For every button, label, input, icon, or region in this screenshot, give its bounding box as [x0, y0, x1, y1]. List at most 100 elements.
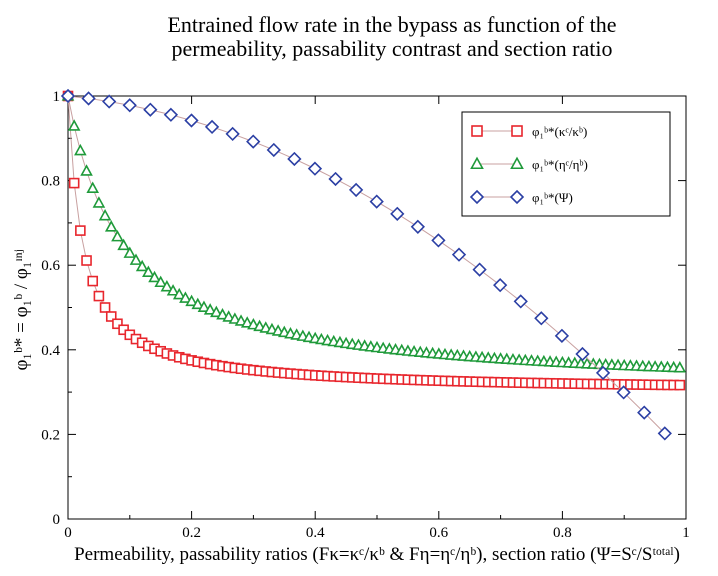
legend-label: φ₁ᵇ*(Ψ)	[532, 190, 573, 205]
data-point	[122, 98, 137, 113]
data-point	[637, 405, 652, 420]
data-point	[112, 318, 123, 330]
data-point	[673, 361, 687, 373]
legend-marker	[511, 125, 523, 137]
data-point	[102, 94, 117, 109]
data-point	[143, 102, 158, 117]
data-point	[111, 229, 124, 242]
data-point	[328, 171, 343, 187]
legend-label: φ₁ᵇ*(ηᶜ/ηᵇ)	[532, 157, 588, 172]
data-point	[98, 209, 112, 221]
series-1	[62, 90, 686, 391]
data-point	[86, 181, 100, 193]
data-point	[185, 294, 198, 307]
legend-marker	[470, 156, 484, 170]
data-point	[234, 314, 248, 326]
data-point	[87, 275, 99, 287]
x-tick-label: 1	[682, 525, 690, 541]
data-point	[179, 291, 192, 303]
data-point	[191, 297, 205, 310]
series-layer	[60, 88, 687, 441]
data-point	[135, 259, 149, 272]
data-point	[197, 300, 211, 312]
data-point	[228, 312, 242, 324]
data-point	[431, 233, 446, 248]
data-point	[163, 107, 179, 122]
data-point	[410, 219, 425, 234]
data-point	[129, 253, 143, 265]
x-tick-label: 0.4	[306, 525, 325, 541]
data-point	[80, 164, 93, 176]
data-point	[203, 303, 217, 315]
legend-marker	[510, 156, 524, 170]
data-point	[266, 142, 281, 158]
legend-marker	[471, 125, 483, 137]
data-point	[674, 379, 686, 391]
x-axis-label: Permeability, passability ratios (Fκ=κᶜ/…	[74, 544, 680, 565]
legend-entry: φ₁ᵇ*(κᶜ/κᵇ)	[471, 124, 587, 139]
data-point	[154, 275, 168, 288]
legend: φ₁ᵇ*(κᶜ/κᵇ) φ₁ᵇ*(ηᶜ/ηᵇ) φ₁ᵇ*(Ψ)	[461, 111, 671, 217]
data-point	[240, 316, 254, 328]
legend-entry: φ₁ᵇ*(Ψ)	[469, 189, 573, 205]
data-point	[369, 194, 384, 209]
data-point	[160, 280, 174, 292]
data-point	[92, 196, 106, 208]
data-point	[472, 262, 487, 277]
data-point	[99, 302, 111, 313]
data-point	[105, 311, 117, 322]
data-point	[575, 346, 590, 362]
data-point	[93, 290, 105, 302]
y-tick-label: 0	[53, 512, 61, 528]
y-axis-label: φ₁ᵇ* = φ₁ᵇ / φ₁ᶦⁿʲ	[11, 249, 32, 370]
x-tick-label: 0.2	[182, 525, 201, 541]
data-point	[166, 284, 180, 296]
data-point	[75, 225, 86, 236]
data-point	[123, 246, 137, 258]
legend-entries: φ₁ᵇ*(κᶜ/κᵇ) φ₁ᵇ*(ηᶜ/ηᵇ) φ₁ᵇ*(Ψ)	[469, 124, 588, 205]
data-point	[117, 238, 130, 251]
x-tick-label: 0	[64, 525, 72, 541]
data-point	[74, 143, 87, 156]
data-point	[247, 317, 260, 330]
legend-entry: φ₁ᵇ*(ηᶜ/ηᵇ)	[470, 156, 588, 172]
data-point	[513, 294, 528, 309]
data-point	[184, 113, 199, 128]
legend-marker	[469, 189, 485, 205]
data-point	[348, 182, 364, 198]
data-point	[81, 255, 92, 266]
x-tick-label: 0.6	[429, 525, 448, 541]
data-point	[172, 287, 186, 300]
series-3	[60, 88, 672, 441]
legend-marker	[509, 189, 525, 205]
data-point	[222, 310, 235, 322]
data-point	[68, 177, 80, 189]
data-point	[216, 308, 229, 320]
data-point	[554, 328, 570, 343]
data-point	[210, 305, 223, 318]
data-point	[534, 311, 549, 326]
chart-title-line-1: Entrained flow rate in the bypass as fun…	[167, 12, 616, 37]
y-tick-label: 0.2	[41, 427, 60, 443]
data-point	[204, 119, 220, 135]
y-tick-label: 0.8	[41, 174, 60, 190]
data-point	[225, 126, 240, 142]
data-point	[104, 220, 118, 232]
y-tick-label: 0.6	[41, 258, 60, 274]
chart-title-line-2: permeability, passability contrast and s…	[172, 36, 613, 61]
data-point	[493, 278, 508, 293]
x-tick-label: 0.8	[553, 525, 572, 541]
data-point	[246, 134, 261, 149]
data-point	[390, 206, 405, 221]
data-point	[657, 426, 672, 441]
axis-ticks: 0 0.2 0.4 0.6 0.8 1 0 0.2 0.4 0.6 0.8 1	[41, 89, 690, 541]
data-point	[451, 247, 467, 262]
data-point	[81, 91, 96, 106]
data-point	[60, 88, 76, 104]
data-point	[616, 385, 631, 400]
legend-label: φ₁ᵇ*(κᶜ/κᵇ)	[532, 124, 587, 139]
data-point	[287, 151, 302, 167]
y-tick-label: 1	[53, 89, 61, 105]
y-tick-label: 0.4	[41, 343, 60, 359]
